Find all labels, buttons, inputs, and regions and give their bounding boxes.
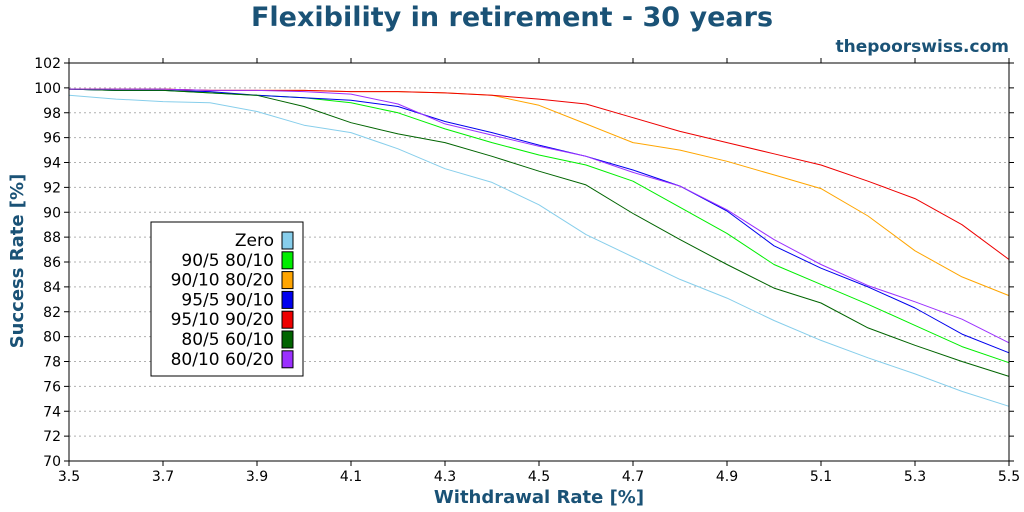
series-line-3 [68,88,1010,354]
x-axis-label: Withdrawal Rate [%] [434,487,644,508]
y-tick-label: 96 [43,131,61,147]
y-tick-label: 72 [43,429,61,445]
series-line-5 [68,88,1010,377]
legend-swatch [281,330,294,349]
y-tick-label: 98 [43,106,61,122]
legend-swatch [281,231,294,250]
y-tick-label: 82 [43,305,61,321]
legend-swatch [281,290,294,309]
series-line-6 [69,88,1010,344]
x-tick-label: 4.3 [434,469,456,485]
y-tick-label: 74 [43,404,61,420]
x-tick-label: 3.5 [58,469,80,485]
y-tick-label: 86 [43,255,61,271]
x-tick-label: 4.7 [622,469,644,485]
legend-swatch [281,310,294,329]
y-tick-label: 92 [43,180,61,196]
x-tick-label: 4.5 [528,469,550,485]
legend-swatch [281,350,294,369]
legend-swatch [281,251,294,270]
y-tick-label: 88 [43,230,61,246]
y-tick-label: 94 [43,156,61,172]
legend-swatch [281,271,294,290]
chart-source: thepoorswiss.com [836,37,1010,57]
y-tick-label: 100 [34,81,61,97]
x-tick-label: 5.3 [904,469,926,485]
legend-box [150,221,304,377]
legend-label: Zero [235,231,274,251]
x-tick-label: 3.7 [152,469,174,485]
x-tick-label: 5.1 [810,469,832,485]
series-lines [68,88,1010,407]
y-axis-label: Success Rate [%] [7,174,28,349]
y-tick-label: 102 [34,56,61,72]
y-tick-label: 84 [43,280,61,296]
x-tick-label: 4.9 [716,469,738,485]
legend-label: 90/5 80/10 [181,251,274,271]
chart-title: Flexibility in retirement - 30 years [251,2,773,33]
legend-label: 95/10 90/20 [171,310,274,330]
y-tick-label: 78 [43,355,61,371]
x-tick-label: 5.5 [998,469,1020,485]
y-tick-label: 80 [43,330,61,346]
legend-label: 90/10 80/20 [171,271,274,291]
y-tick-label: 90 [43,205,61,221]
x-tick-label: 3.9 [246,469,268,485]
y-tick-label: 76 [43,379,61,395]
legend-label: 80/5 60/10 [181,330,274,350]
y-tick-label: 70 [43,454,61,470]
legend-label: 80/10 60/20 [171,350,274,370]
legend-label: 95/5 90/10 [181,290,274,310]
axis-ticks: 70 72 74 76 78 80 82 84 86 88 90 92 94 96 98 100 102 3.5 3… [34,56,1020,485]
x-tick-label: 4.1 [340,469,362,485]
series-line-0 [68,94,1010,407]
